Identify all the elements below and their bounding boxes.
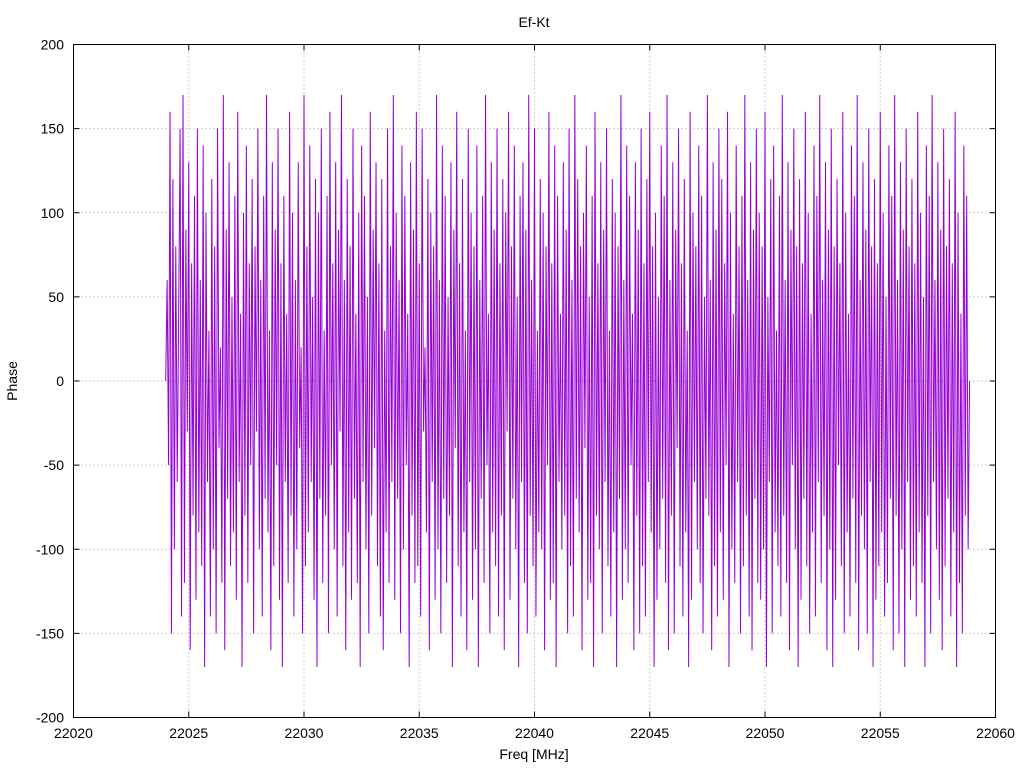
y-tick-label: 0 <box>56 373 64 389</box>
y-tick-label: 200 <box>41 37 65 53</box>
x-tick-label: 22060 <box>976 725 1015 741</box>
x-tick-label: 22025 <box>169 725 208 741</box>
x-tick-labels: 22020 22025 22030 22035 22040 22045 22050 22055… <box>54 725 1015 741</box>
x-axis-title: Freq [MHz] <box>499 746 568 762</box>
phase-series-line <box>165 94 971 668</box>
x-tick-label: 22055 <box>861 725 900 741</box>
x-tick-label: 22040 <box>515 725 554 741</box>
x-tick-label: 22035 <box>400 725 439 741</box>
series-layer <box>165 94 971 668</box>
x-tick-label: 22050 <box>746 725 785 741</box>
y-axis-title: Phase <box>4 361 20 401</box>
tick-marks <box>73 44 996 718</box>
y-tick-label: -150 <box>36 625 64 641</box>
y-tick-label: -50 <box>44 457 64 473</box>
y-tick-label: -200 <box>36 710 64 726</box>
x-tick-label: 22030 <box>285 725 324 741</box>
y-tick-label: 150 <box>41 121 65 137</box>
y-tick-label: 50 <box>48 289 64 305</box>
x-tick-label: 22020 <box>54 725 93 741</box>
y-tick-label: -100 <box>36 541 64 557</box>
y-tick-labels: -200 -150 -100 -50 0 50 100 150 200 <box>36 37 64 726</box>
x-tick-label: 22045 <box>630 725 669 741</box>
chart-title: Ef-Kt <box>518 14 549 30</box>
y-tick-label: 100 <box>41 205 65 221</box>
